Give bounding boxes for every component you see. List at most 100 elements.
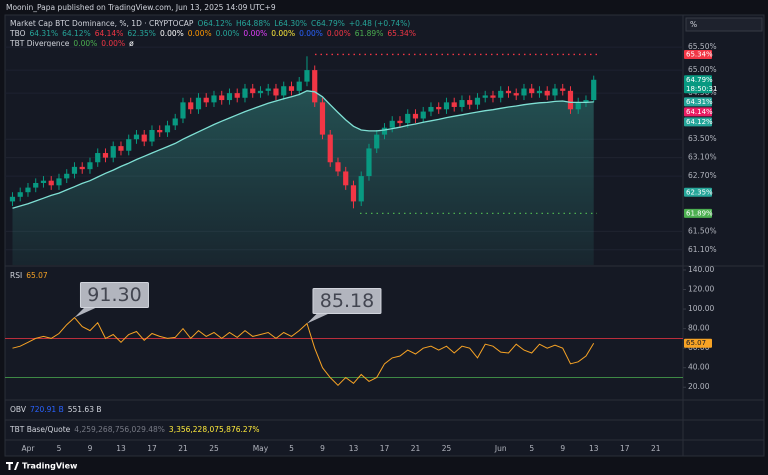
legend-value: 0.00%	[299, 29, 323, 38]
candle-body	[436, 106, 442, 110]
rsi-last-box	[684, 338, 712, 348]
candle-body	[110, 146, 116, 158]
legend-name: Market Cap BTC Dominance, %, 1D · CRYPTO…	[10, 19, 194, 28]
price-label: 61.89%	[686, 210, 713, 218]
tbt-legend: TBT Base/Quote 4,259,268,756,029.48% 3,356…	[9, 425, 260, 434]
candle-body	[358, 176, 364, 202]
candle-body	[296, 81, 302, 91]
candle-body	[56, 178, 62, 186]
unit-button[interactable]	[685, 17, 763, 32]
candle-body	[397, 120, 403, 124]
candle-body	[250, 88, 256, 94]
y-tick-label: 20.00	[688, 382, 710, 391]
rsi-last-label: 65.07	[686, 339, 706, 347]
candle-body	[575, 102, 581, 110]
price-label-box	[684, 49, 712, 59]
x-tick-label: 21	[178, 444, 188, 453]
candle-body	[459, 100, 465, 107]
candle-body	[71, 166, 78, 174]
candle-body	[87, 162, 93, 170]
callout-label: 91.30	[87, 284, 141, 306]
candle-body	[335, 162, 341, 172]
candle-body	[505, 90, 512, 94]
candle-body	[195, 97, 202, 110]
x-tick-label: Jun	[494, 444, 507, 453]
price-label-box	[684, 208, 712, 218]
ma-area	[12, 90, 594, 265]
candle-body	[343, 171, 349, 186]
candle-body	[40, 180, 47, 183]
x-tick-label: 5	[529, 444, 534, 453]
legend-value: 65.34%	[387, 29, 416, 38]
candle-body	[583, 100, 589, 103]
candle-body	[17, 192, 23, 197]
legend-line: TBT Divergence 0.00% 0.00% ø	[9, 39, 134, 48]
legend-value: 0.00%	[327, 29, 351, 38]
legend-value: 0.00%	[73, 39, 97, 48]
rsi-legend: RSI 65.07	[10, 271, 48, 280]
candle-body	[203, 97, 209, 103]
y-tick-label: 62.70%	[688, 171, 717, 180]
candle-body	[33, 182, 39, 188]
x-tick-label: Apr	[21, 444, 35, 453]
candle-body	[226, 93, 233, 101]
x-tick-label: 17	[620, 444, 630, 453]
obv-value: 720.91 B	[30, 405, 64, 414]
candle-body	[288, 86, 295, 91]
y-tick-label: 63.50%	[688, 134, 717, 143]
candle-body	[48, 180, 54, 186]
candle-body	[467, 100, 473, 105]
x-tick-label: 5	[57, 444, 62, 453]
candle-body	[281, 86, 287, 96]
x-tick-label: 25	[442, 444, 452, 453]
y-tick-label: 40.00	[688, 363, 710, 372]
candle-body	[257, 90, 264, 94]
legend-value: 0.00%	[243, 29, 267, 38]
candle-body	[591, 79, 597, 101]
candle-body	[164, 125, 171, 133]
candle-body	[498, 90, 504, 98]
legend-value: 64.14%	[95, 29, 124, 38]
rsi-line	[12, 316, 595, 387]
price-label: 62.35%	[686, 189, 713, 197]
unit-button-label[interactable]: %	[690, 20, 697, 29]
candle-body	[304, 70, 310, 82]
brand: TradingView	[22, 462, 78, 471]
callout-box	[79, 282, 149, 309]
candle-body	[536, 90, 543, 94]
candle-body	[420, 111, 426, 119]
candle-body	[102, 153, 109, 158]
y-tick-label: 63.10%	[688, 153, 717, 162]
legend-value: 64.31%	[30, 29, 59, 38]
candle-body	[443, 102, 450, 110]
y-tick-label: 100.00	[688, 304, 714, 313]
candle-body	[234, 93, 240, 98]
x-tick-label: 13	[589, 444, 599, 453]
obv-value: 551.63 B	[68, 405, 102, 414]
legend-value: 0.00%	[160, 29, 184, 38]
y-tick-label: 61.10%	[688, 245, 717, 254]
candle-body	[350, 185, 357, 202]
candle-body	[428, 106, 434, 112]
x-tick-label: 13	[349, 444, 359, 453]
candle-body	[9, 196, 16, 202]
tbt-value: 3,356,228,075,876.27%	[169, 425, 260, 434]
legend-value: 61.89%	[355, 29, 384, 38]
legend-name: TBO	[9, 29, 26, 38]
x-tick-label: 5	[289, 444, 294, 453]
candle-body	[374, 134, 380, 149]
x-tick-label: May	[253, 444, 269, 453]
tbt-value: 4,259,268,756,029.48%	[74, 425, 165, 434]
x-tick-label: 21	[411, 444, 421, 453]
x-tick-label: 9	[560, 444, 565, 453]
x-tick-label: 17	[380, 444, 390, 453]
candle-body	[157, 130, 163, 133]
legend-name: TBT Divergence	[9, 39, 70, 48]
candle-body	[319, 102, 326, 135]
candle-body	[312, 70, 318, 103]
legend-value: 62.35%	[127, 29, 156, 38]
candle-body	[451, 102, 457, 107]
y-tick-label: 61.50%	[688, 226, 717, 235]
x-tick-label: 17	[147, 444, 157, 453]
ma-line	[12, 90, 594, 209]
